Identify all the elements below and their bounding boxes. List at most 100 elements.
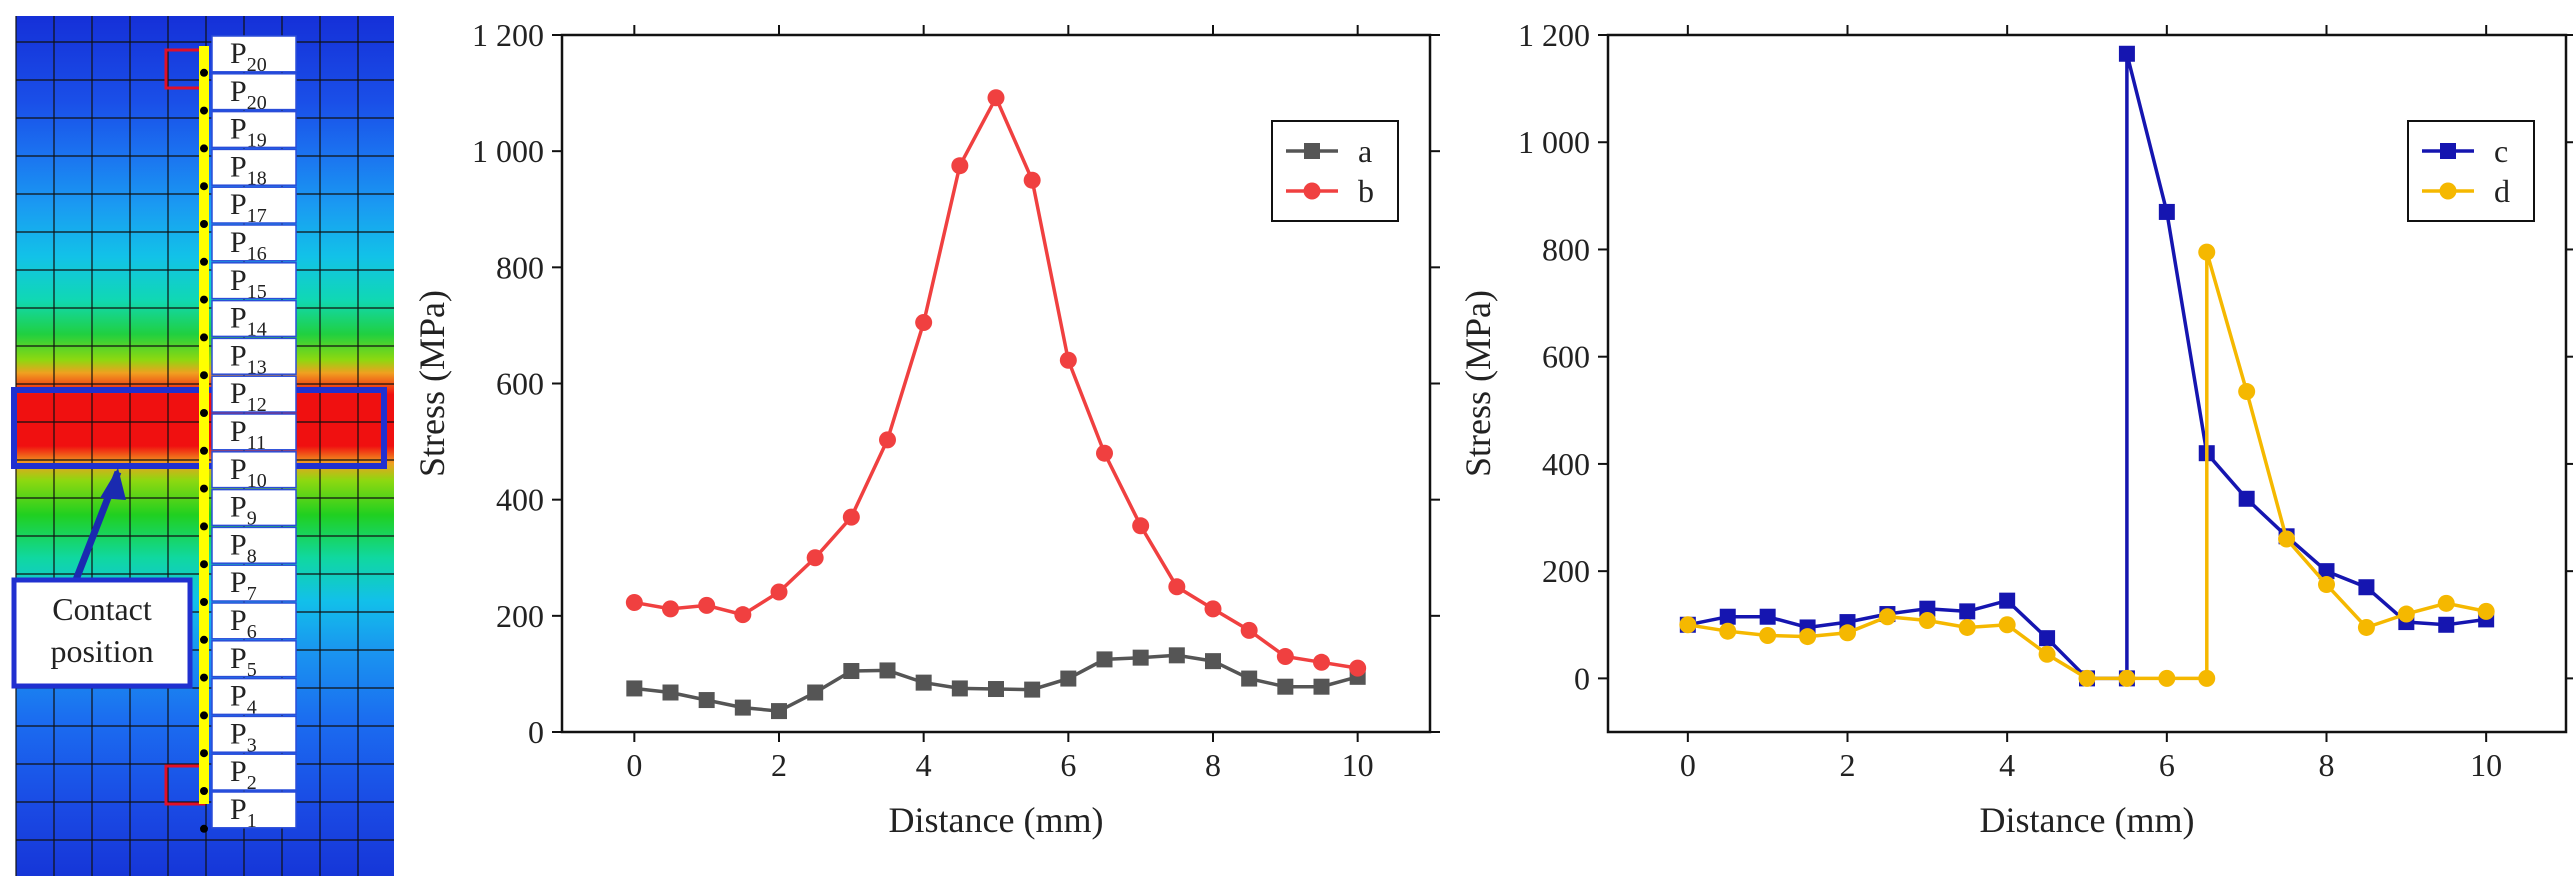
point-label: P15 <box>230 264 267 303</box>
point-label-base: P <box>230 528 247 561</box>
data-point-a <box>1060 670 1077 687</box>
data-point-d <box>1799 628 1817 646</box>
point-label-base: P <box>230 453 247 486</box>
data-point-c <box>1919 600 1936 617</box>
y-tick-label: 1 000 <box>1518 124 1590 160</box>
point-label-box <box>211 186 297 224</box>
data-point-d <box>1719 622 1737 640</box>
data-point-b <box>806 549 824 567</box>
data-point-b <box>1313 653 1330 671</box>
point-label-base: P <box>230 188 247 221</box>
point-label-sub: 12 <box>247 394 267 416</box>
data-point-c <box>2358 579 2375 596</box>
data-point-b <box>1096 444 1113 462</box>
point-dot <box>200 824 208 833</box>
point-dot <box>200 749 208 758</box>
data-point-c <box>2238 490 2255 507</box>
legend-marker-a <box>1304 143 1320 159</box>
y-tick-label: 1 200 <box>1518 17 1590 53</box>
point-label-sub: 8 <box>247 545 257 567</box>
point-label-box <box>211 262 297 300</box>
y-tick-label: 800 <box>496 249 544 285</box>
point-label: P13 <box>230 339 267 378</box>
point-label: P7 <box>230 566 257 605</box>
data-point-b <box>842 508 860 526</box>
data-point-c <box>2318 563 2335 580</box>
x-tick-label: 0 <box>626 747 642 783</box>
data-point-a <box>734 699 751 716</box>
point-label-sub: 14 <box>247 319 267 341</box>
x-tick-label: 6 <box>1060 747 1076 783</box>
data-point-a <box>1205 653 1221 670</box>
data-point-d <box>2357 618 2375 636</box>
legend-marker-c <box>2440 143 2456 159</box>
point-label-box <box>211 677 297 716</box>
annotation-arrow-head <box>100 468 126 500</box>
x-axis-label: Distance (mm) <box>1980 800 2195 840</box>
data-point-c <box>1719 608 1736 625</box>
point-label-sub: 2 <box>247 772 257 794</box>
point-label: P18 <box>230 150 267 189</box>
series-line-d <box>1687 251 2487 681</box>
point-dot <box>200 598 208 606</box>
point-dot <box>200 220 208 228</box>
y-tick-label: 600 <box>1542 339 1590 375</box>
point-label: P16 <box>230 226 267 265</box>
y-tick-label: 400 <box>496 482 544 518</box>
y-tick-label: 1 200 <box>472 17 544 53</box>
point-label-base: P <box>230 604 247 637</box>
point-label-box <box>211 640 297 678</box>
point-label: P14 <box>230 302 267 341</box>
point-dot <box>200 673 208 682</box>
data-point-d <box>2397 605 2415 623</box>
point-label-box <box>211 35 297 73</box>
y-tick-label: 200 <box>496 598 544 634</box>
point-label-base: P <box>230 339 247 372</box>
data-point-d <box>1958 618 1976 636</box>
point-label-sub: 7 <box>247 583 257 605</box>
annotation-line-2: position <box>50 633 153 669</box>
data-point-c <box>2438 616 2455 633</box>
point-label: P4 <box>230 680 257 719</box>
point-label-base: P <box>230 566 247 599</box>
point-label-base: P <box>230 491 247 524</box>
x-axis-label: Distance (mm) <box>889 800 1104 840</box>
point-label: P1 <box>230 793 257 832</box>
point-label-box <box>211 564 297 602</box>
point-label-box <box>211 148 297 186</box>
point-label: P11 <box>230 415 266 454</box>
data-point-a <box>626 680 643 697</box>
point-label-sub: 9 <box>247 508 257 530</box>
point-label-box <box>211 413 297 451</box>
point-dot <box>200 635 208 644</box>
data-point-d <box>2118 669 2136 687</box>
data-point-d <box>2318 576 2335 594</box>
x-tick-label: 10 <box>1342 747 1374 783</box>
point-label-base: P <box>230 302 247 335</box>
point-label-sub: 6 <box>247 621 257 643</box>
y-tick-label: 1 000 <box>472 133 544 169</box>
point-label-base: P <box>230 755 247 788</box>
point-dot <box>200 182 208 191</box>
point-label-base: P <box>230 113 247 146</box>
point-label-box <box>211 488 297 527</box>
data-point-d <box>1918 611 1936 629</box>
point-dot <box>200 409 208 417</box>
chart-stress-c-d: 0 2 4 6 8 10 0 200 400 600 800 1 000 1 200 Distance (… <box>1458 17 2573 840</box>
data-point-d <box>2158 669 2176 687</box>
point-dot <box>200 106 208 115</box>
data-point-b <box>1349 659 1367 677</box>
data-point-d <box>1998 616 2016 634</box>
point-label: P17 <box>230 188 267 227</box>
x-tick-label: 4 <box>1999 747 2015 783</box>
data-point-b <box>698 596 716 614</box>
data-point-b <box>951 157 969 175</box>
data-point-b <box>915 314 933 332</box>
point-label-column: P20P20P19P18P17P16P15P14P13P12P11P10P9P8… <box>200 35 297 833</box>
point-label-box <box>211 715 297 753</box>
point-label: P3 <box>230 717 257 756</box>
data-point-a <box>879 662 896 679</box>
point-label-sub: 19 <box>247 130 267 152</box>
data-point-a <box>1096 651 1113 668</box>
annotation-box <box>11 577 193 689</box>
